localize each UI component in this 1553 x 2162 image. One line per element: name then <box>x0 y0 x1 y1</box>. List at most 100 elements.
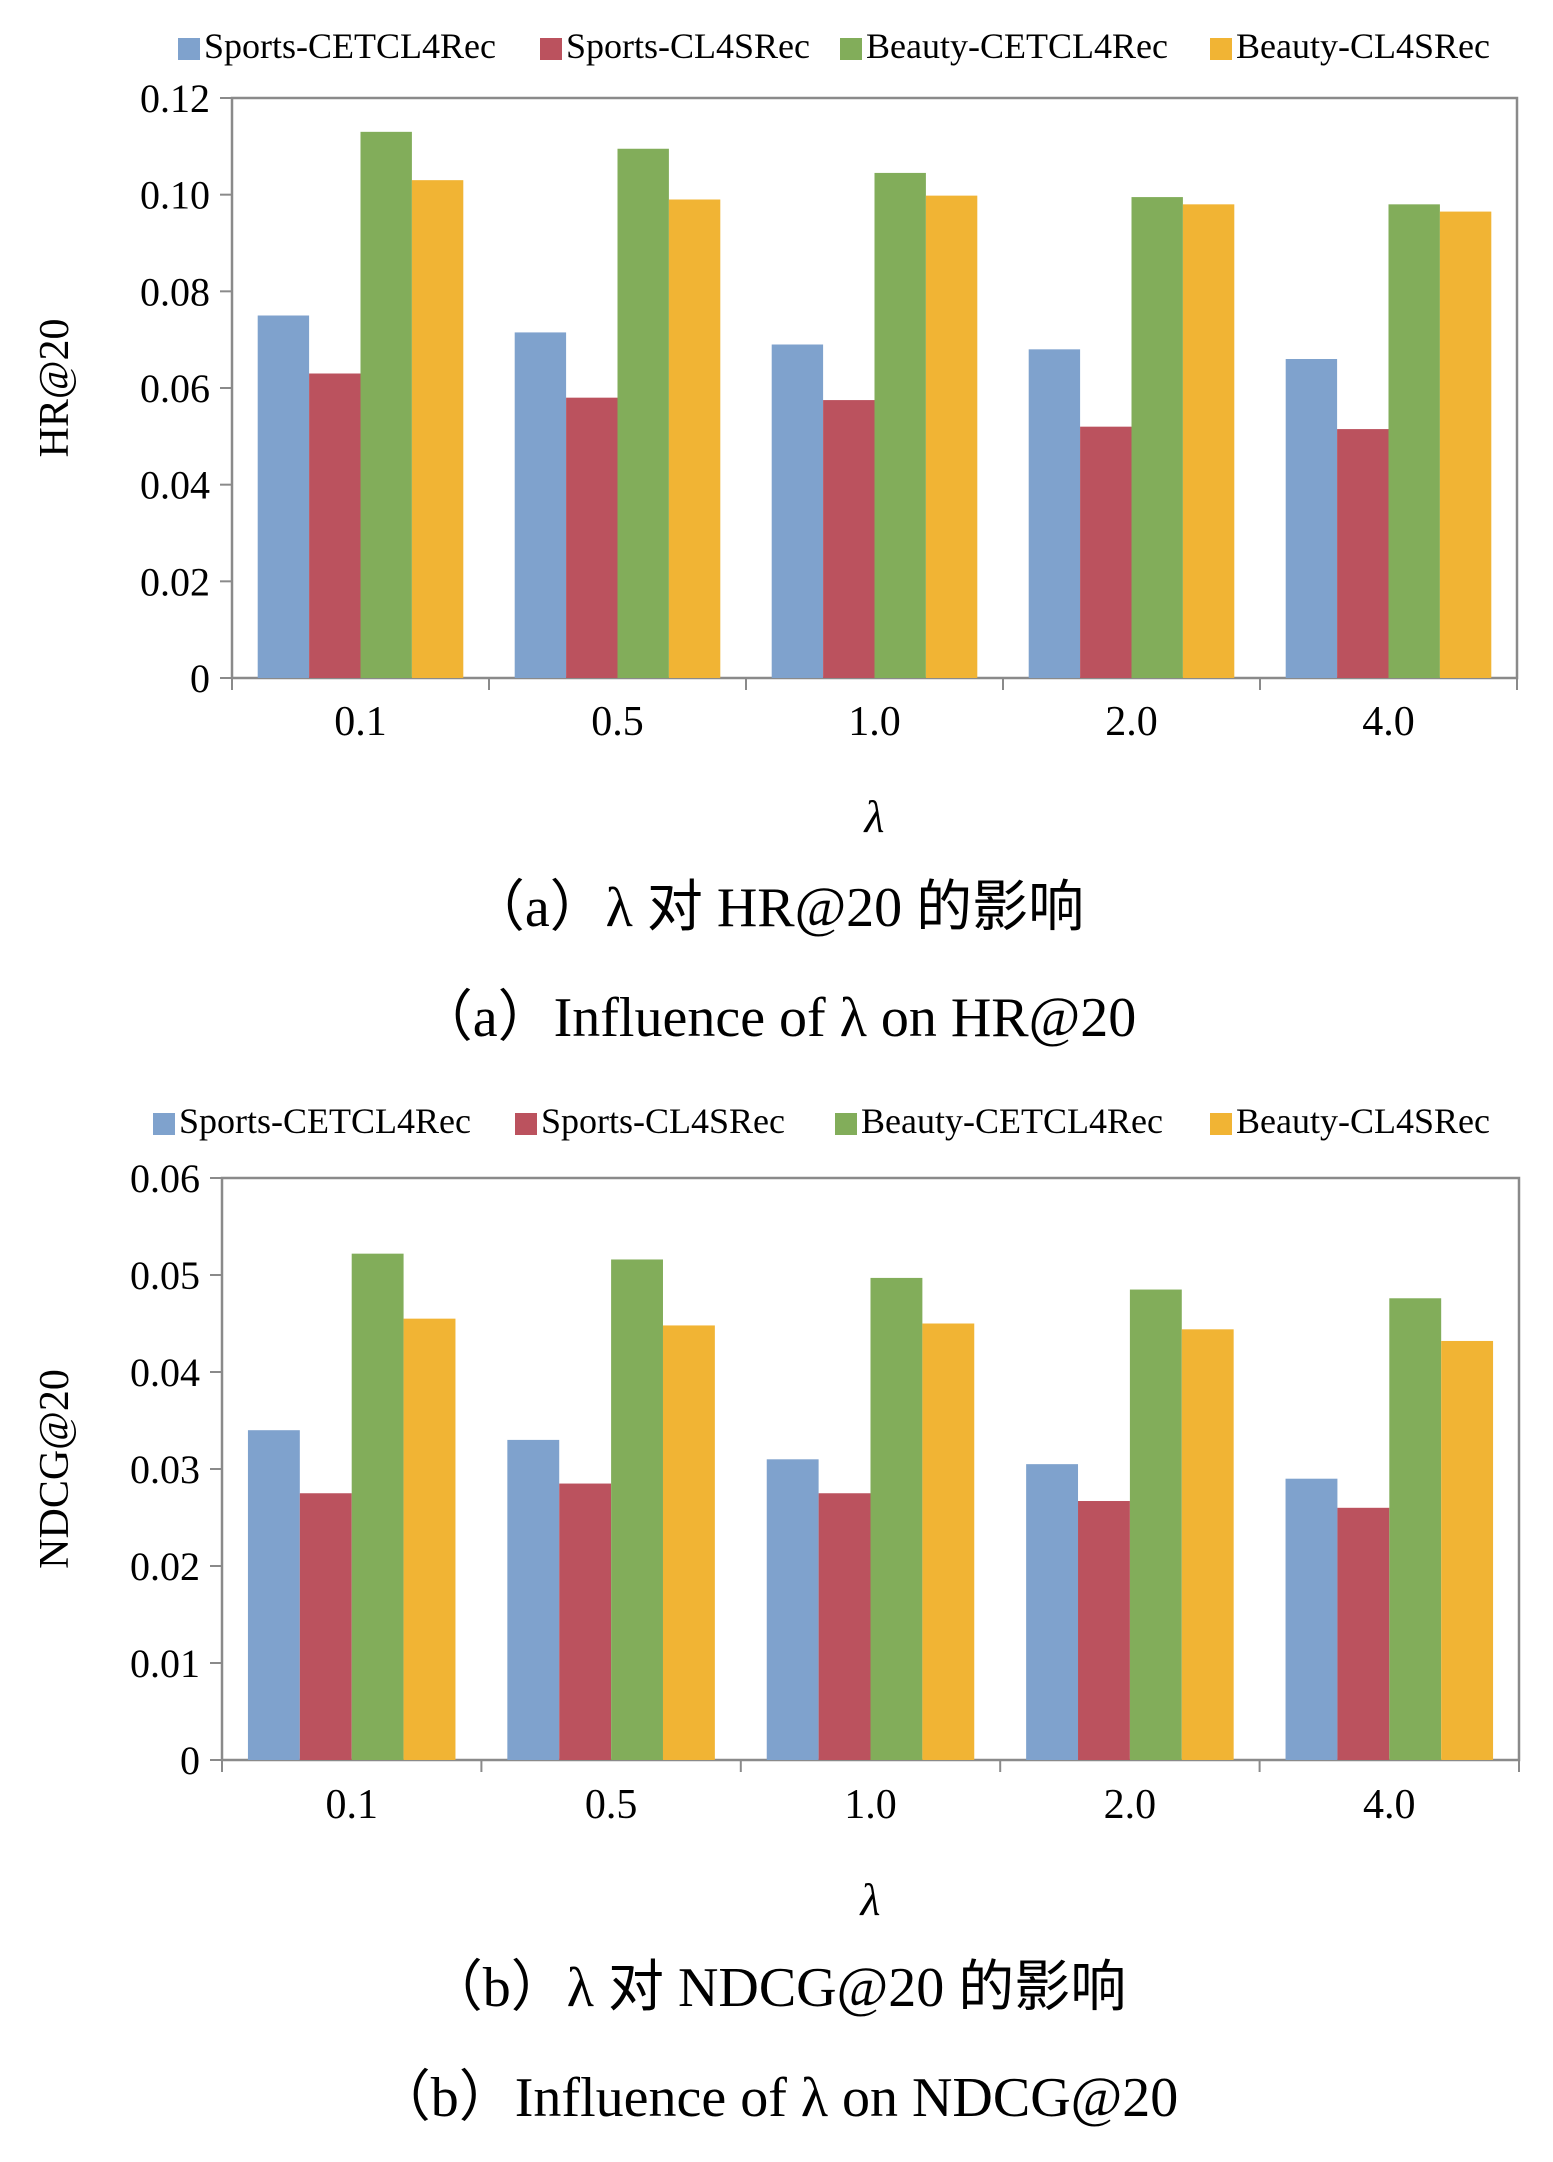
x-tick-label: 0.5 <box>585 1782 638 1828</box>
legend-swatch <box>153 1113 175 1135</box>
legend-label: Sports-CL4SRec <box>566 26 810 66</box>
legend-swatch <box>840 38 862 60</box>
bar <box>514 332 567 678</box>
bar <box>299 1493 352 1760</box>
caption-b-english: （b）Influence of λ on NDCG@20 <box>374 2067 1179 2129</box>
bar <box>1181 1329 1234 1760</box>
legend-swatch <box>540 38 562 60</box>
legend-label: Beauty-CL4SRec <box>1236 26 1490 66</box>
bar <box>925 195 978 678</box>
bar <box>1129 1289 1182 1760</box>
bar <box>1028 349 1081 678</box>
legend-item: Sports-CETCL4Rec <box>153 1101 471 1141</box>
y-tick-label: 0.08 <box>140 269 210 314</box>
caption-a-chinese: （a）λ 对 HR@20 的影响 <box>468 877 1085 939</box>
legend-label: Beauty-CL4SRec <box>1236 1101 1490 1141</box>
legend-item: Sports-CETCL4Rec <box>178 26 496 66</box>
bar <box>668 199 721 678</box>
y-axis-label: NDCG@20 <box>32 1369 78 1569</box>
y-tick-label: 0 <box>190 656 210 701</box>
bar <box>309 373 361 678</box>
legend-label: Sports-CETCL4Rec <box>204 26 496 66</box>
x-tick-label: 0.1 <box>325 1782 378 1828</box>
y-tick-label: 0.06 <box>140 366 210 411</box>
bar <box>1080 426 1132 678</box>
bar <box>1131 197 1183 679</box>
legend-swatch <box>1210 38 1232 60</box>
bar <box>874 172 926 678</box>
bar <box>1388 204 1440 679</box>
bar <box>1441 1340 1494 1760</box>
y-tick-label: 0.02 <box>140 559 210 604</box>
bar <box>507 1439 560 1760</box>
legend-item: Beauty-CL4SRec <box>1210 26 1490 66</box>
bar <box>257 315 310 678</box>
bar <box>1337 429 1389 678</box>
legend-item: Sports-CL4SRec <box>515 1101 785 1141</box>
bar <box>870 1277 923 1760</box>
caption-a-english: （a）Influence of λ on HR@20 <box>416 987 1137 1049</box>
y-tick-label: 0.06 <box>130 1156 200 1201</box>
x-tick-label: 1.0 <box>844 1782 897 1828</box>
bar <box>1182 204 1235 679</box>
bar <box>1026 1464 1079 1760</box>
bar <box>411 180 464 678</box>
y-tick-label: 0.05 <box>130 1253 200 1298</box>
bar <box>771 344 824 678</box>
y-tick-label: 0.12 <box>140 76 210 121</box>
legend-swatch <box>178 38 200 60</box>
y-tick-label: 0.10 <box>140 173 210 218</box>
legend-swatch <box>835 1113 857 1135</box>
bar <box>1285 359 1338 678</box>
bar <box>1078 1501 1130 1760</box>
y-tick-label: 0.04 <box>130 1350 200 1395</box>
x-tick-label: 1.0 <box>848 699 901 745</box>
bar <box>617 148 669 678</box>
y-tick-label: 0.04 <box>140 463 210 508</box>
x-axis-label: λ <box>863 791 885 842</box>
legend-swatch <box>1210 1113 1232 1135</box>
x-axis-label: λ <box>859 1874 881 1925</box>
y-tick-label: 0.03 <box>130 1447 200 1492</box>
bar <box>818 1493 871 1760</box>
bar <box>611 1259 663 1760</box>
y-tick-label: 0.02 <box>130 1544 200 1589</box>
legend-label: Sports-CL4SRec <box>541 1101 785 1141</box>
x-tick-label: 0.5 <box>591 699 644 745</box>
bar <box>566 397 618 678</box>
bar <box>922 1323 975 1760</box>
legend: Sports-CETCL4Rec Sports-CL4SRec Beauty-CET… <box>153 1101 1490 1141</box>
x-tick-label: 4.0 <box>1363 1782 1416 1828</box>
bar <box>360 131 412 679</box>
bar <box>559 1483 612 1760</box>
bar <box>766 1459 819 1760</box>
y-tick-label: 0 <box>180 1738 200 1783</box>
legend-item: Beauty-CETCL4Rec <box>835 1101 1163 1141</box>
chart-hr20: Sports-CETCL4Rec Sports-CL4SRec Beauty-CET… <box>32 26 1519 842</box>
bar <box>1285 1478 1338 1760</box>
x-tick-label: 4.0 <box>1362 699 1415 745</box>
bar <box>247 1430 300 1760</box>
bar <box>351 1253 404 1760</box>
legend-label: Sports-CETCL4Rec <box>179 1101 471 1141</box>
bar <box>823 400 875 678</box>
y-tick-label: 0.01 <box>130 1641 200 1686</box>
x-tick-label: 2.0 <box>1105 699 1158 745</box>
x-tick-label: 2.0 <box>1104 1782 1157 1828</box>
legend-label: Beauty-CETCL4Rec <box>866 26 1168 66</box>
legend-item: Sports-CL4SRec <box>540 26 810 66</box>
bar <box>403 1318 456 1760</box>
chart-ndcg20: Sports-CETCL4Rec Sports-CL4SRec Beauty-CET… <box>32 1101 1521 1925</box>
bar <box>1337 1507 1390 1760</box>
legend: Sports-CETCL4Rec Sports-CL4SRec Beauty-CET… <box>178 26 1490 66</box>
legend-item: Beauty-CL4SRec <box>1210 1101 1490 1141</box>
bar <box>1439 211 1492 679</box>
bar <box>1389 1298 1442 1760</box>
bar <box>662 1325 715 1760</box>
legend-label: Beauty-CETCL4Rec <box>861 1101 1163 1141</box>
legend-swatch <box>515 1113 537 1135</box>
legend-item: Beauty-CETCL4Rec <box>840 26 1168 66</box>
caption-b-chinese: （b）λ 对 NDCG@20 的影响 <box>426 1957 1127 2019</box>
y-axis-label: HR@20 <box>32 318 78 457</box>
